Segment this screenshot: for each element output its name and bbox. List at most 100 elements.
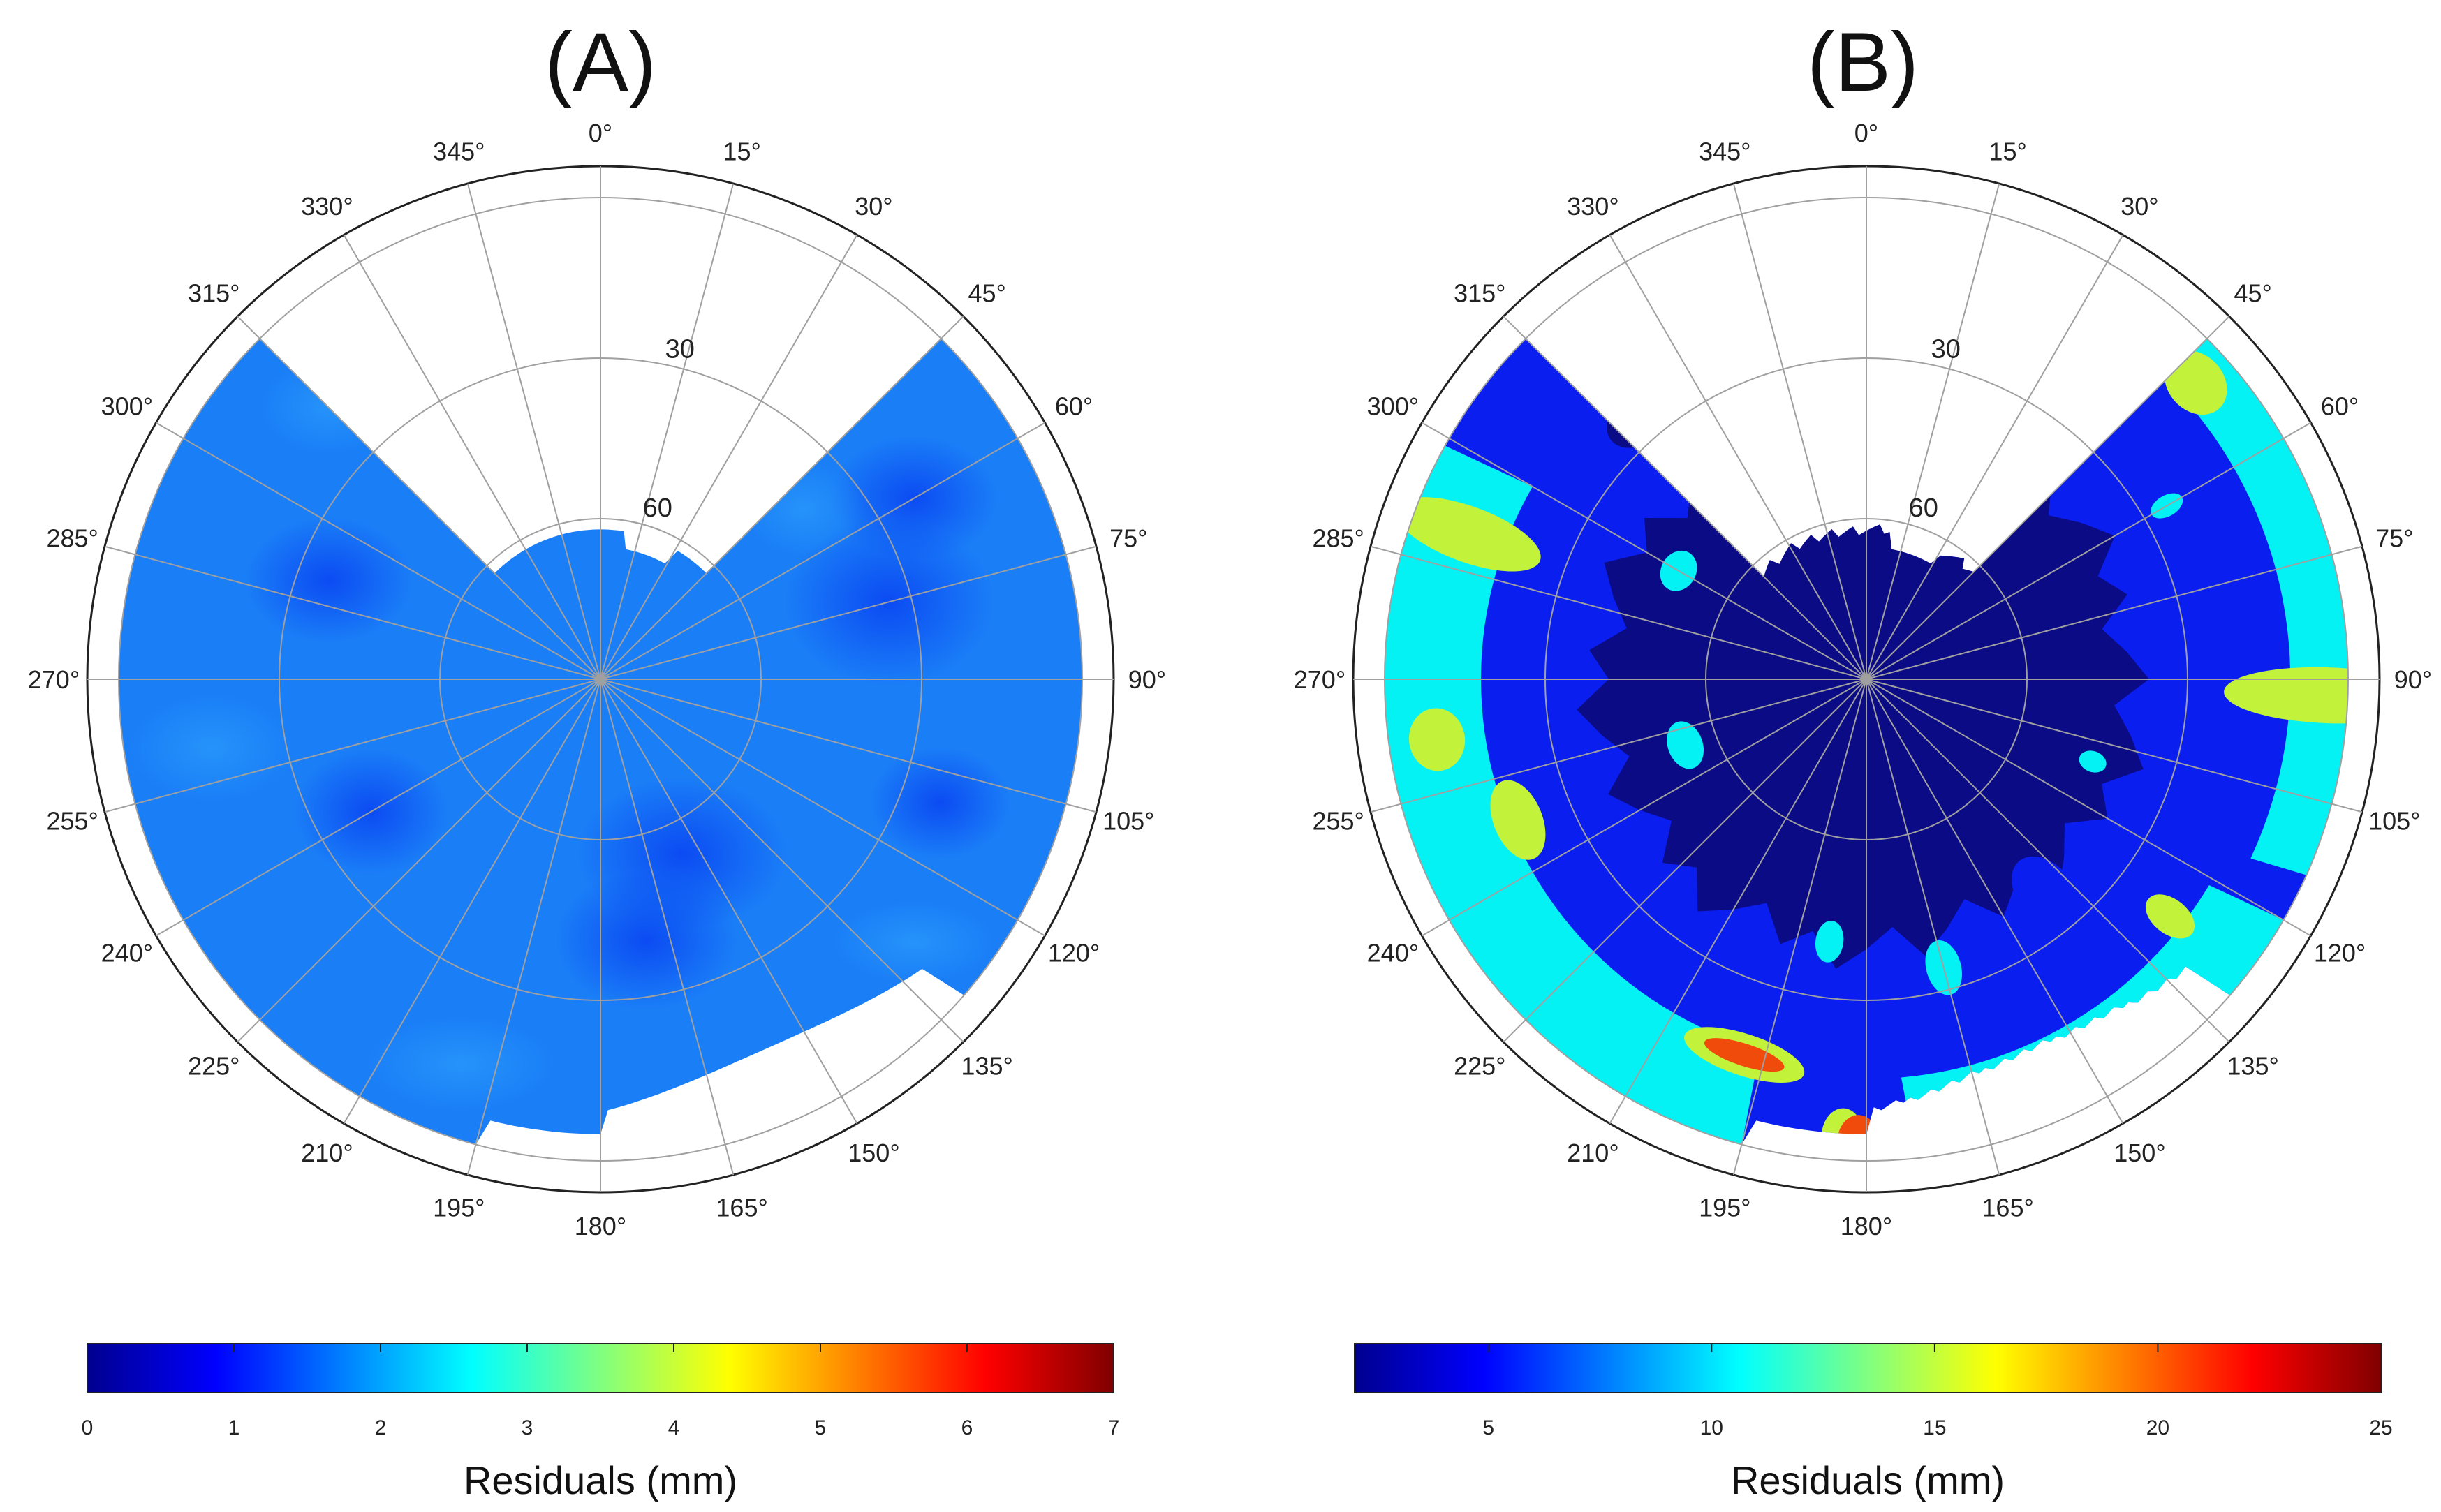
panel-a-azimuth-label-60: 60° — [1055, 392, 1093, 421]
panel-a-azimuth-label-285: 285° — [46, 524, 98, 552]
panel-a-azimuth-label-210: 210° — [301, 1139, 353, 1167]
panel-b-colorbar-tick-label-20: 20 — [2146, 1416, 2169, 1439]
panel-a-azimuth-label-165: 165° — [716, 1193, 767, 1222]
panel-a-azimuth-label-330: 330° — [301, 192, 353, 221]
panel-a-spoke-105 — [600, 679, 1097, 813]
panel-b-contour-patch-5 — [2145, 894, 2195, 939]
panel-b-elevation-label-30: 30 — [1931, 334, 1961, 364]
panel-b-spoke-300 — [1421, 422, 1867, 680]
panel-b-azimuth-label-60: 60° — [2321, 392, 2359, 421]
panel-b: (B) 0°15°30°45°60°75°90°105°120°135°150°… — [1294, 15, 2432, 1502]
panel-b-spoke-285 — [1370, 545, 1867, 680]
panel-b-colorbar — [1354, 1343, 2382, 1393]
panel-b-azimuth-label-255: 255° — [1312, 807, 1364, 836]
panel-a-azimuth-label-45: 45° — [968, 279, 1005, 307]
panel-a-contour-pocket-6 — [870, 746, 1010, 859]
panel-a: (A) 0°15°30°45°60°75°90°105°120°135°150°… — [28, 15, 1166, 1502]
panel-a-colorbar-label: Residuals (mm) — [464, 1458, 737, 1502]
panel-b-azimuth-label-150: 150° — [2114, 1139, 2165, 1167]
panel-a-colorbar-tick-label-0: 0 — [82, 1416, 94, 1439]
panel-a-colorbar-tick-label-5: 5 — [815, 1416, 827, 1439]
panel-a-spoke-345 — [466, 183, 601, 680]
panel-b-azimuth-label-90: 90° — [2394, 665, 2432, 694]
panel-b-azimuth-label-0: 0° — [1854, 119, 1878, 147]
panel-b-azimuth-label-240: 240° — [1367, 939, 1419, 968]
panel-a-spoke-120 — [600, 679, 1046, 937]
panel-a-spoke-330 — [343, 234, 601, 680]
panel-a-spoke-165 — [600, 679, 735, 1176]
panel-a-spoke-225 — [237, 679, 601, 1043]
panel-a-title: (A) — [545, 15, 656, 109]
panel-b-azimuth-label-30: 30° — [2121, 192, 2158, 221]
panel-b-azimuth-label-105: 105° — [2368, 807, 2420, 836]
panel-a-elevation-label-30: 30 — [665, 334, 695, 364]
panel-b-azimuth-label-75: 75° — [2375, 524, 2413, 552]
panel-b-azimuth-ticks: 0° 15° 30° 45° 60° 75° 90° 105° 120° 135° 150° 165°… — [1294, 119, 2432, 1240]
panel-b-spoke-330 — [1609, 234, 1867, 680]
panel-a-spoke-15 — [600, 183, 735, 680]
panel-b-contour-patch-12 — [2079, 750, 2107, 773]
panel-b-spoke-255 — [1370, 679, 1867, 813]
panel-b-contour-patch-2 — [1490, 780, 1546, 860]
panel-a-spoke-150 — [600, 679, 858, 1125]
panel-b-spoke-105 — [1866, 679, 2363, 813]
panel-b-spoke-195 — [1732, 679, 1867, 1176]
panel-b-contour-patch-4 — [2164, 350, 2227, 415]
panel-b-azimuth-label-285: 285° — [1312, 524, 1364, 552]
panel-a-azimuth-label-255: 255° — [46, 807, 98, 836]
panel-a-contour-pocket-5 — [244, 517, 413, 644]
panel-b-azimuth-label-15: 15° — [1989, 138, 2026, 166]
panel-a-spoke-135 — [600, 679, 964, 1043]
panel-b-azimuth-label-195: 195° — [1699, 1193, 1750, 1222]
panel-b-colorbar-tick-label-5: 5 — [1482, 1416, 1494, 1439]
panel-b-elevation-label-60: 60 — [1909, 494, 1938, 523]
panel-b-spoke-75 — [1866, 545, 2363, 680]
panel-b-azimuth-label-180: 180° — [1841, 1212, 1892, 1240]
panel-b-azimuth-label-45: 45° — [2234, 279, 2271, 307]
panel-b-spoke-150 — [1866, 679, 2124, 1125]
panel-b-spoke-15 — [1866, 183, 2000, 680]
panel-a-spoke-195 — [466, 679, 601, 1176]
panel-b-spoke-240 — [1421, 679, 1867, 937]
panel-a-colorbar-tick-label-2: 2 — [375, 1416, 387, 1439]
panel-a-azimuth-label-75: 75° — [1109, 524, 1147, 552]
panel-a-grid — [86, 165, 1115, 1194]
panel-b-spoke-60 — [1866, 422, 2312, 680]
panel-b-title: (B) — [1807, 15, 1919, 109]
panel-b-azimuth-label-165: 165° — [1982, 1193, 2033, 1222]
panel-a-spoke-315 — [237, 316, 601, 680]
panel-a-colorbar-ticks: 0 1 2 3 4 5 6 7 — [82, 1344, 1120, 1439]
panel-b-colorbar-tick-label-15: 15 — [1923, 1416, 1946, 1439]
panel-b-spoke-30 — [1866, 234, 2124, 680]
panel-b-spoke-225 — [1503, 679, 1867, 1043]
panel-a-spoke-210 — [343, 679, 601, 1125]
panel-a-elevation-label-60: 60 — [643, 494, 672, 523]
panel-b-azimuth-label-120: 120° — [2314, 939, 2366, 968]
panel-a-colorbar-tick-label-6: 6 — [961, 1416, 973, 1439]
panel-a-azimuth-label-315: 315° — [188, 279, 239, 307]
panel-a-azimuth-label-120: 120° — [1048, 939, 1100, 968]
panel-a-azimuth-label-105: 105° — [1102, 807, 1154, 836]
panel-a-spoke-285 — [104, 545, 601, 680]
panel-a-spoke-240 — [155, 679, 601, 937]
panel-a-spoke-300 — [155, 422, 601, 680]
panel-b-azimuth-label-345: 345° — [1699, 138, 1750, 166]
panel-b-azimuth-label-210: 210° — [1567, 1139, 1618, 1167]
panel-a-colorbar-tick-label-1: 1 — [228, 1416, 240, 1439]
panel-b-contour-patch-11 — [1815, 920, 1844, 963]
panel-b-spoke-135 — [1866, 679, 2230, 1043]
panel-a-contour-pocket-3 — [555, 870, 737, 1010]
panel-b-azimuth-label-270: 270° — [1294, 665, 1345, 694]
panel-b-contour-patch-1 — [1408, 708, 1466, 771]
panel-a-colorbar-tick-label-7: 7 — [1108, 1416, 1120, 1439]
panel-b-grid — [1352, 165, 2381, 1194]
panel-a-azimuth-label-240: 240° — [101, 939, 153, 968]
panel-b-colorbar-ticks: 5 10 15 20 25 — [1482, 1344, 2393, 1439]
panel-b-azimuth-label-225: 225° — [1454, 1052, 1505, 1081]
panel-a-azimuth-label-0: 0° — [589, 119, 612, 147]
panel-a-azimuth-ticks: 0° 15° 30° 45° 60° 75° 90° 105° 120° 135° 150° 165°… — [28, 119, 1166, 1240]
panel-b-colorbar-label: Residuals (mm) — [1731, 1458, 2005, 1502]
panel-b-azimuth-label-300: 300° — [1367, 392, 1419, 421]
panel-a-azimuth-label-270: 270° — [28, 665, 80, 694]
panel-a-spoke-30 — [600, 234, 858, 680]
